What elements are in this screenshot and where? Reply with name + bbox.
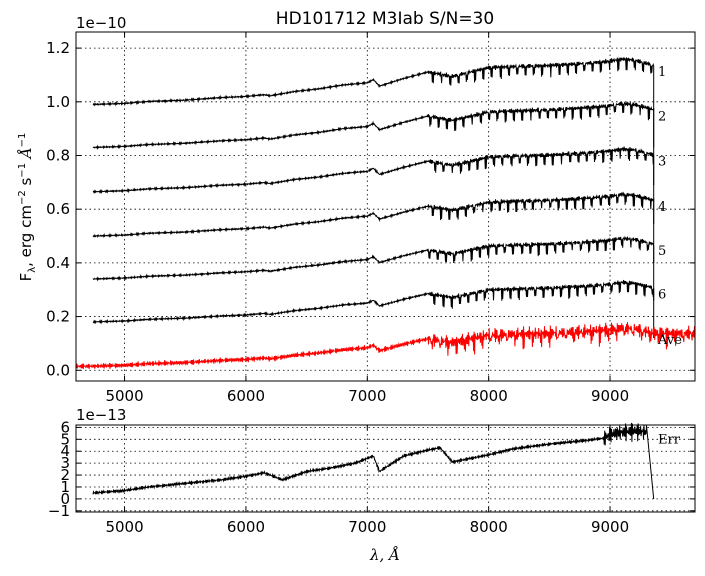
series-label-3: 3 [658, 155, 666, 170]
chart-title: HD101712 M3Iab S/N=30 [276, 9, 494, 29]
top-grid [76, 32, 695, 381]
series-line-4 [92, 191, 655, 263]
bottom-y-tick-label: 3 [60, 454, 70, 472]
top-series-group [75, 56, 696, 370]
top-x-tick-label: 6000 [227, 387, 265, 405]
bottom-x-tick-label: 6000 [227, 518, 265, 536]
top-y-tick-label: 0.6 [46, 200, 70, 218]
series-label-6: 6 [658, 288, 666, 303]
bottom-x-tick-label: 5000 [105, 518, 143, 536]
bottom-y-tick-label: 4 [60, 442, 70, 460]
bottom-series-group [92, 422, 655, 499]
bottom-y-tick-label: 2 [60, 466, 70, 484]
bottom-x-tick-label: 9000 [591, 518, 629, 536]
top-y-tick-label: 0.8 [46, 146, 70, 164]
bottom-y-tick-label: 0 [60, 490, 70, 508]
series-label-1: 1 [658, 65, 666, 80]
bottom-y-tick-label: 1 [60, 478, 70, 496]
bottom-x-tick-label: 8000 [470, 518, 508, 536]
top-plot-frame [75, 31, 696, 382]
bottom-x-tick-labels: 5000 6000 7000 8000 9000 [105, 518, 629, 536]
top-x-tick-label: 9000 [591, 387, 629, 405]
top-y-tick-label: 0.0 [46, 361, 70, 379]
series-line-err [92, 422, 655, 499]
top-x-tick-label: 7000 [348, 387, 386, 405]
top-y-tick-label: 0.4 [46, 254, 70, 272]
bottom-y-tick-label: 6 [60, 418, 70, 436]
top-y-tick-labels: 0.0 0.2 0.4 0.6 0.8 1.0 1.2 [46, 39, 70, 379]
bottom-y-tick-label: −1 [48, 502, 70, 520]
top-series-labels: 1 2 3 4 5 6 Ave [657, 65, 682, 348]
top-y-tick-label: 1.0 [46, 93, 70, 111]
bottom-exponent-label: 1e−13 [76, 406, 126, 424]
bottom-plot-frame [75, 424, 696, 513]
top-y-axis-label: Fλ, erg cm−2 s−1 Å−1 [17, 133, 38, 282]
series-line-5 [92, 235, 655, 301]
series-line-3 [92, 146, 655, 224]
bottom-y-tick-label: 5 [60, 430, 70, 448]
series-label-2: 2 [658, 110, 666, 125]
series-line-1 [92, 56, 655, 148]
series-label-err: Err [658, 432, 681, 447]
series-label-ave: Ave [657, 333, 682, 348]
series-line-2 [92, 101, 655, 185]
series-label-4: 4 [658, 200, 666, 215]
top-x-tick-labels: 5000 6000 7000 8000 9000 [105, 387, 629, 405]
series-line-6 [92, 279, 655, 338]
bottom-series-labels: Err [658, 432, 681, 447]
x-axis-label: λ, Å [369, 546, 400, 564]
series-line-ave [75, 322, 696, 370]
bottom-x-tick-label: 7000 [348, 518, 386, 536]
top-y-tick-label: 0.2 [46, 308, 70, 326]
top-x-tick-label: 8000 [470, 387, 508, 405]
top-x-tick-label: 5000 [105, 387, 143, 405]
top-y-tick-label: 1.2 [46, 39, 70, 57]
top-exponent-label: 1e−10 [76, 14, 126, 32]
series-label-5: 5 [658, 244, 666, 259]
